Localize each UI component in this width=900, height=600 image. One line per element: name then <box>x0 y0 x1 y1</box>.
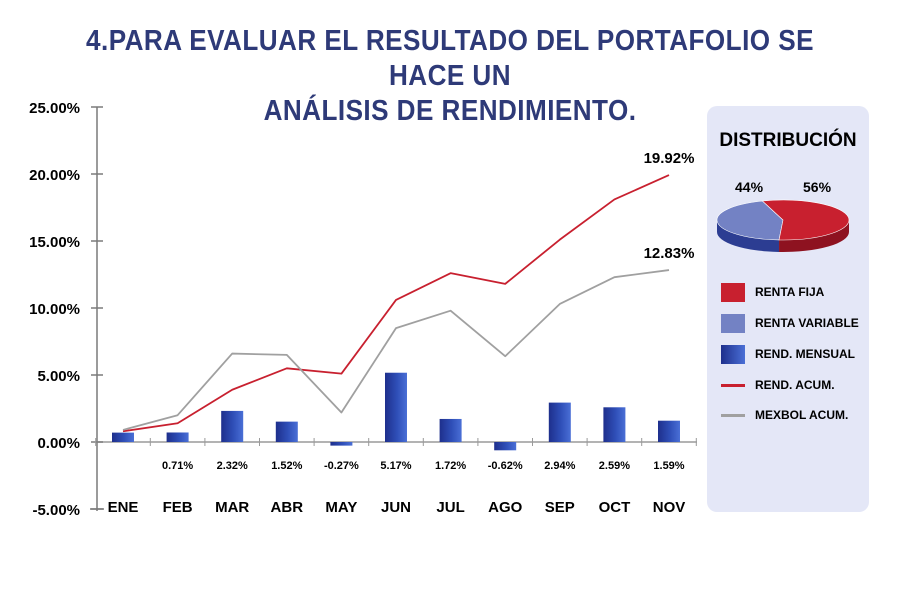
y-tick-label: 0.00% <box>37 435 80 452</box>
bar <box>494 442 517 451</box>
bar <box>439 418 462 442</box>
pie-label-variable: 44% <box>735 179 764 195</box>
x-tick-label: MAY <box>325 499 357 516</box>
bar-data-label: 5.17% <box>380 460 411 472</box>
pie-label-fija: 56% <box>803 179 832 195</box>
x-tick-label: AGO <box>488 499 523 516</box>
y-tick-label: 25.00% <box>29 100 80 117</box>
legend-label: RENTA VARIABLE <box>755 316 859 330</box>
x-tick-label: ENE <box>108 499 139 516</box>
legend-swatch-rend-mensual <box>721 344 745 364</box>
legend-line-mexbol-acum <box>721 413 745 417</box>
x-tick-label: ABR <box>271 499 304 516</box>
legend-item-renta-fija: RENTA FIJA <box>721 282 824 302</box>
bar-data-label: 1.52% <box>271 460 302 472</box>
bar <box>330 442 353 446</box>
bar <box>603 407 626 442</box>
bar-data-label: 2.32% <box>217 460 248 472</box>
series-line <box>122 174 670 433</box>
x-tick-label: FEB <box>163 499 193 516</box>
pie-slice <box>716 200 784 241</box>
legend-label: REND. ACUM. <box>755 378 835 392</box>
series-line <box>122 269 670 431</box>
bar <box>548 402 571 442</box>
x-tick-label: SEP <box>545 499 575 516</box>
legend-label: RENTA FIJA <box>755 285 825 299</box>
y-tick-label: 5.00% <box>37 368 80 385</box>
pie-side <box>779 220 849 252</box>
legend-item-mexbol-acum: MEXBOL ACUM. <box>721 405 848 425</box>
bar-data-label: -0.27% <box>324 460 359 472</box>
series-end-label: 19.92% <box>644 150 695 167</box>
distribution-title: DISTRIBUCIÓN <box>719 130 857 151</box>
page-title: 4.PARA EVALUAR EL RESULTADO DEL PORTAFOL… <box>45 24 855 129</box>
bar <box>112 432 134 442</box>
legend-item-rend-acum: REND. ACUM. <box>721 375 835 395</box>
bar-data-label: 1.72% <box>435 460 466 472</box>
bar-data-label: 0.71% <box>162 460 193 472</box>
x-tick-label: MAR <box>215 499 249 516</box>
legend-label: MEXBOL ACUM. <box>755 408 849 422</box>
legend-swatch-renta-fija <box>721 282 745 302</box>
bar-data-label: 1.59% <box>653 460 684 472</box>
pie-slice <box>761 199 850 241</box>
series-end-label: 12.83% <box>644 245 695 262</box>
y-tick-label: 15.00% <box>29 234 80 251</box>
y-tick-label: 20.00% <box>29 167 80 184</box>
bar <box>658 420 680 442</box>
legend-line-rend-acum <box>721 383 745 387</box>
pie-side <box>717 220 780 252</box>
performance-chart: -5.00% 0.00% 5.00% 10.00% 15.00% 20.00% 25.00%… <box>29 100 697 519</box>
bar <box>385 372 407 442</box>
bar-data-label: 2.94% <box>544 460 575 472</box>
x-tick-label: OCT <box>599 499 631 516</box>
bar <box>221 410 244 442</box>
title-line-2: ANÁLISIS DE RENDIMIENTO. <box>263 95 637 127</box>
bar-data-label: -0.62% <box>488 460 523 472</box>
title-line-1: 4.PARA EVALUAR EL RESULTADO DEL PORTAFOL… <box>86 25 814 92</box>
x-tick-label: JUN <box>381 499 411 516</box>
bar-data-label: 2.59% <box>599 460 630 472</box>
x-tick-label: NOV <box>653 499 686 516</box>
y-tick-label: -5.00% <box>32 502 80 519</box>
bar <box>166 432 189 442</box>
y-tick-label: 10.00% <box>29 301 80 318</box>
x-tick-label: JUL <box>436 499 464 516</box>
distribution-panel: DISTRIBUCIÓN 44% 56% RENTA FIJA RENTA VA… <box>707 106 869 512</box>
legend-label: REND. MENSUAL <box>755 347 856 361</box>
legend-item-rend-mensual: REND. MENSUAL <box>721 344 855 364</box>
legend-item-renta-variable: RENTA VARIABLE <box>721 313 859 333</box>
legend-swatch-renta-variable <box>721 313 745 333</box>
distribution-pie <box>716 199 850 252</box>
bar <box>275 421 298 442</box>
